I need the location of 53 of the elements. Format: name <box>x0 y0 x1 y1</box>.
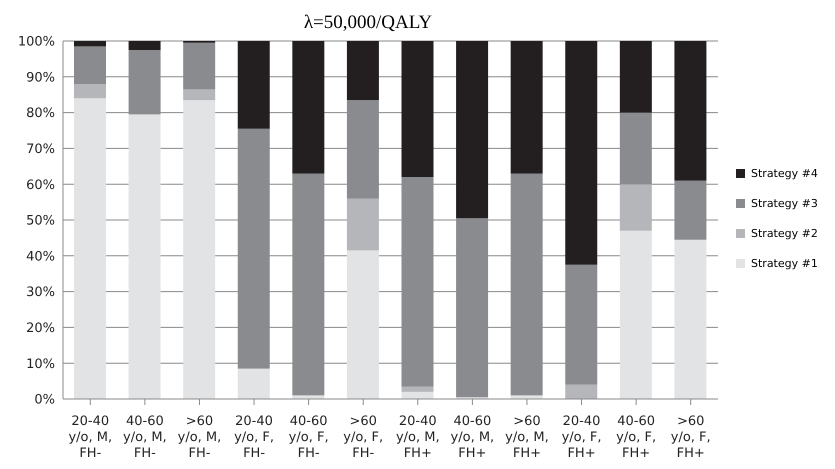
bar <box>238 41 270 129</box>
bar <box>620 184 652 231</box>
bar <box>128 114 161 399</box>
bar <box>74 98 106 399</box>
legend-label: Strategy #3 <box>751 196 818 210</box>
bar <box>128 41 161 50</box>
bar <box>402 386 434 392</box>
x-tick-label: 40-60 y/o, M, FH+ <box>450 414 494 461</box>
bar <box>565 384 598 399</box>
y-tick-label: 90% <box>26 70 55 86</box>
y-tick-label: 30% <box>26 285 55 300</box>
y-tick-label: 50% <box>26 214 55 229</box>
y-tick-label: 0% <box>34 392 55 408</box>
y-tick-label: 80% <box>26 106 55 122</box>
x-tick-label: >60 y/o, M, FH+ <box>505 414 549 461</box>
bar <box>620 230 652 399</box>
x-tick-label: 20-40 y/o, F, FH+ <box>562 414 602 461</box>
legend-label: Strategy #2 <box>751 226 818 240</box>
x-tick-label: >60 y/o, F, FH+ <box>670 414 711 461</box>
bar <box>346 250 379 399</box>
bar <box>402 392 434 399</box>
x-tick-label: 40-60 y/o, M, FH- <box>123 414 167 461</box>
bar <box>674 41 706 181</box>
bar <box>456 41 488 218</box>
y-tick-label: 70% <box>26 142 55 158</box>
bar <box>346 198 379 250</box>
chart-title: λ=50,000/QALY <box>302 12 434 34</box>
x-tick-label: 20-40 y/o, F, FH- <box>234 414 274 461</box>
bar <box>183 100 216 399</box>
x-tick-label: 40-60 y/o, F, FH+ <box>616 414 656 461</box>
bar <box>510 41 543 174</box>
bar <box>74 41 106 46</box>
x-tick-label: >60 y/o, F, FH- <box>343 414 384 461</box>
bar <box>346 41 379 100</box>
bar <box>620 41 652 113</box>
y-tick-label: 100% <box>18 34 55 50</box>
bar <box>674 240 706 399</box>
x-tick-label: 20-40 y/o, M, FH- <box>68 414 112 461</box>
y-tick-label: 10% <box>26 356 55 372</box>
bar <box>238 368 270 399</box>
legend-label: Strategy #1 <box>751 256 818 270</box>
x-tick-label: >60 y/o, M, FH- <box>178 414 222 461</box>
bar <box>565 41 598 265</box>
y-tick-label: 40% <box>26 249 55 264</box>
bar <box>402 41 434 178</box>
y-tick-label: 60% <box>26 178 55 193</box>
y-tick-label: 20% <box>26 321 55 336</box>
bar <box>183 89 216 100</box>
x-tick-label: 40-60 y/o, F, FH- <box>288 414 329 461</box>
x-tick-label: 20-40 y/o, M, FH+ <box>396 414 440 461</box>
legend-label: Strategy #4 <box>751 166 818 180</box>
bar <box>74 84 106 98</box>
bar <box>292 41 324 174</box>
